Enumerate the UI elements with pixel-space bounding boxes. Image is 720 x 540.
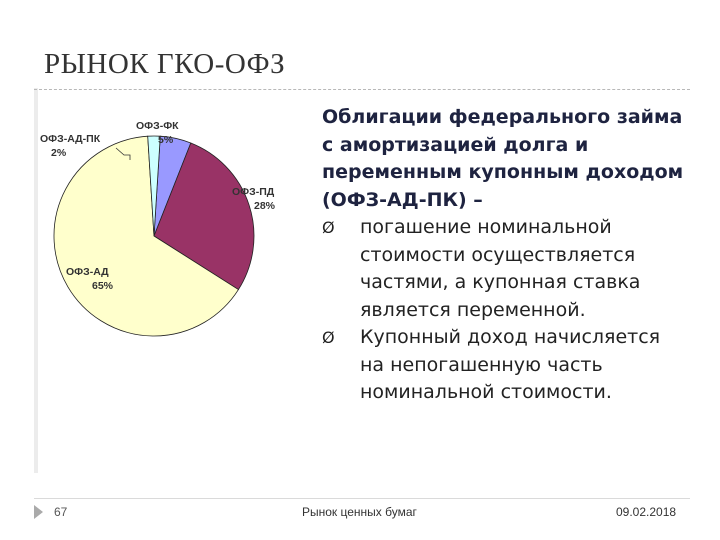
slice-value-label-ofz-ad-pk: 2% bbox=[51, 147, 67, 159]
footer-date: 09.02.2018 bbox=[616, 505, 677, 519]
text-content: Облигации федерального займа с амортизац… bbox=[322, 104, 687, 407]
arrow-bullet-icon: Ø bbox=[322, 328, 335, 347]
slice-value-label-ofz-pd: 28% bbox=[254, 200, 276, 212]
slice-name-label-ofz-ad: ОФЗ-АД bbox=[66, 266, 109, 278]
slice-name-label-ofz-pd: ОФЗ-ПД bbox=[232, 186, 275, 198]
bullet-item-2: Ø Купонный доход начисляется на непогаше… bbox=[322, 324, 687, 407]
pie-slice-ofz-ad bbox=[53, 135, 239, 337]
pie-chart-svg: ОФЗ-ФК 5% ОФЗ-ПД 28% ОФЗ-АД 65% ОФЗ-АД-ПК 2% bbox=[40, 120, 276, 337]
slice-value-label-ofz-ad: 65% bbox=[92, 280, 114, 292]
page-title: РЫНОК ГКО-ОФЗ bbox=[44, 48, 286, 80]
footer-arrow-icon bbox=[34, 505, 43, 519]
bullet-item-1: Ø погашение номинальной стоимости осущес… bbox=[322, 214, 687, 324]
slice-name-label-ofz-fk: ОФЗ-ФК bbox=[136, 120, 179, 132]
bullet-text-2: Купонный доход начисляется на непогашенн… bbox=[360, 326, 661, 403]
footer-divider bbox=[34, 498, 690, 499]
arrow-bullet-icon: Ø bbox=[322, 218, 335, 237]
title-divider bbox=[34, 89, 690, 90]
page-number: 67 bbox=[54, 505, 68, 519]
lead-paragraph: Облигации федерального займа с амортизац… bbox=[322, 106, 684, 211]
footer-title: Рынок ценных бумаг bbox=[302, 505, 417, 519]
pie-slice-ofz-ad-pk bbox=[147, 135, 161, 237]
slice-value-label-ofz-fk: 5% bbox=[158, 134, 174, 146]
pie-chart: ОФЗ-ФК 5% ОФЗ-ПД 28% ОФЗ-АД 65% ОФЗ-АД-ПК 2% bbox=[24, 108, 309, 343]
left-accent-bar bbox=[34, 88, 38, 473]
leader-line-ofz-ad-pk bbox=[115, 147, 131, 160]
slice-name-label-ofz-ad-pk: ОФЗ-АД-ПК bbox=[40, 133, 101, 145]
bullet-text-1: погашение номинальной стоимости осуществ… bbox=[360, 216, 641, 321]
pie-slice-ofz-pd bbox=[153, 142, 255, 291]
